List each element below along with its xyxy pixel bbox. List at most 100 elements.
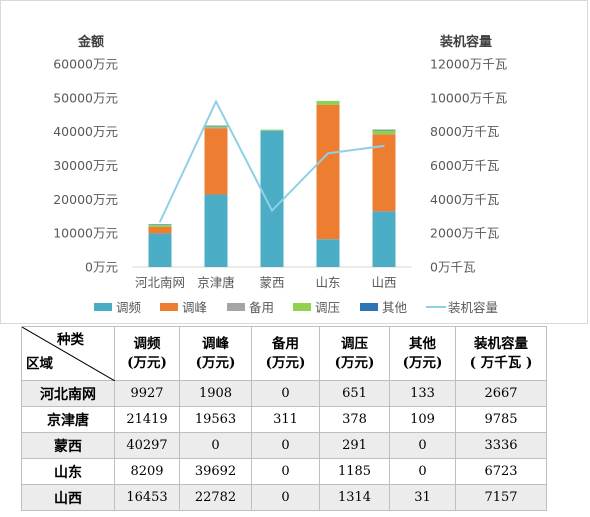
header-cell: 装机容量 ( 万千瓦 ) <box>455 326 547 381</box>
left-tick-label: 40000万元 <box>53 124 118 139</box>
legend-label: 备用 <box>249 300 274 315</box>
bar-segment <box>260 130 284 267</box>
legend-label: 调频 <box>116 300 142 315</box>
capacity-line-point <box>383 145 385 147</box>
header-label: 其他 <box>409 335 436 352</box>
bar-segment <box>316 100 340 105</box>
bar-segment <box>260 129 284 131</box>
bar-segment <box>316 239 340 267</box>
left-tick-label: 60000万元 <box>53 57 118 72</box>
right-tick-label: 2000万千瓦 <box>430 226 499 241</box>
bar-segment <box>372 129 396 131</box>
corner-top-label: 种类 <box>57 332 84 348</box>
capacity-line-point <box>215 100 217 103</box>
header-unit: (万元) <box>334 354 375 371</box>
legend-label: 其他 <box>382 300 408 315</box>
legend-label: 装机容量 <box>448 300 498 315</box>
table-cell: 0 <box>179 432 252 459</box>
capacity-line <box>159 99 385 223</box>
table-cell: 1908 <box>179 380 252 407</box>
legend-swatch <box>360 303 378 311</box>
table-cell: 9785 <box>455 406 547 433</box>
header-label: 备用 <box>272 335 299 352</box>
table-cell: 7157 <box>455 484 547 511</box>
table-row: 京津唐 21419 19563 311 378 109 9785 <box>21 406 547 433</box>
table-cell: 291 <box>319 432 390 459</box>
right-tick-label: 0万千瓦 <box>430 260 475 275</box>
table-cell: 40297 <box>114 432 180 459</box>
x-axis-ticks: 河北南网 京津唐 蒙西 山东 山西 <box>135 275 397 290</box>
left-axis-title: 金额 <box>77 34 104 50</box>
header-unit: (万元) <box>402 354 443 371</box>
x-tick-label: 京津唐 <box>197 275 235 290</box>
left-tick-label: 20000万元 <box>53 192 118 207</box>
table-cell: 31 <box>389 484 456 511</box>
table-cell: 3336 <box>455 432 547 459</box>
bar-segment <box>204 126 228 128</box>
header-label: 调压 <box>341 335 368 352</box>
header-cell: 调压 (万元) <box>319 326 390 381</box>
right-tick-label: 8000万千瓦 <box>430 124 499 139</box>
table-cell: 133 <box>389 380 456 407</box>
table-cell: 8209 <box>114 458 180 485</box>
header-label: 装机容量 <box>474 335 528 352</box>
bar-segment <box>148 224 172 225</box>
right-axis-ticks: 0万千瓦 2000万千瓦 4000万千瓦 6000万千瓦 8000万千瓦 10000万千瓦… <box>430 57 507 275</box>
header-unit: ( 万千瓦 ) <box>469 354 533 371</box>
corner-bottom-label: 区域 <box>26 356 53 372</box>
chart-svg: 金额 装机容量 0万元 10000万元 20000万元 30000万元 40000万元 5… <box>53 34 507 315</box>
header-cell: 调峰 (万元) <box>179 326 252 381</box>
bar-segment <box>204 125 228 127</box>
table-corner-cell: 种类 区域 <box>21 326 115 381</box>
header-cell: 备用 (万元) <box>251 326 320 381</box>
bar-segment <box>372 129 396 135</box>
table-cell: 6723 <box>455 458 547 485</box>
bar-segment <box>148 226 172 234</box>
corner-diagonal <box>22 327 115 381</box>
bar-segment <box>204 128 228 195</box>
bar-segment <box>372 134 396 212</box>
legend-swatch <box>293 303 311 311</box>
table-cell: 1185 <box>319 458 390 485</box>
table-cell: 109 <box>389 406 456 433</box>
bar-segment <box>204 194 228 267</box>
table-cell: 16453 <box>114 484 180 511</box>
left-tick-label: 30000万元 <box>53 158 118 173</box>
table-cell: 0 <box>389 432 456 459</box>
header-unit: (万元) <box>127 354 167 371</box>
x-tick-label: 山东 <box>315 275 340 290</box>
right-axis-title: 装机容量 <box>439 34 492 50</box>
table-cell: 22782 <box>179 484 252 511</box>
region-cell: 山西 <box>21 484 115 511</box>
left-tick-label: 10000万元 <box>53 226 118 241</box>
capacity-line-point <box>159 221 161 223</box>
legend: 调频 调峰 备用 调压 其他 装机容量 <box>94 300 498 315</box>
region-cell: 河北南网 <box>21 380 115 407</box>
chart-frame <box>0 0 588 324</box>
table-cell: 2667 <box>455 380 547 407</box>
table-cell: 0 <box>251 432 320 459</box>
legend-swatch <box>160 303 178 311</box>
x-tick-label: 河北南网 <box>135 275 185 290</box>
table-cell: 21419 <box>114 406 180 433</box>
right-tick-label: 4000万千瓦 <box>430 192 499 207</box>
table-row: 河北南网 9927 1908 0 651 133 2667 <box>21 380 547 407</box>
table-cell: 0 <box>251 484 320 511</box>
legend-label: 调峰 <box>182 300 208 315</box>
table-cell: 39692 <box>179 458 252 485</box>
table-cell: 0 <box>251 458 320 485</box>
header-unit: (万元) <box>195 354 236 371</box>
table-cell: 19563 <box>179 406 252 433</box>
table-row: 山西 16453 22782 0 1314 31 7157 <box>21 484 547 511</box>
bar-segment <box>148 233 172 267</box>
bar-segment <box>372 211 396 267</box>
header-unit: (万元) <box>265 354 306 371</box>
table-row: 山东 8209 39692 0 1185 0 6723 <box>21 458 547 485</box>
capacity-line-point <box>271 209 273 212</box>
right-tick-label: 12000万千瓦 <box>430 57 507 72</box>
right-tick-label: 6000万千瓦 <box>430 158 499 173</box>
region-cell: 京津唐 <box>21 406 115 433</box>
table-cell: 9927 <box>114 380 180 407</box>
x-tick-label: 山西 <box>371 275 396 290</box>
bar-segment <box>148 224 172 227</box>
